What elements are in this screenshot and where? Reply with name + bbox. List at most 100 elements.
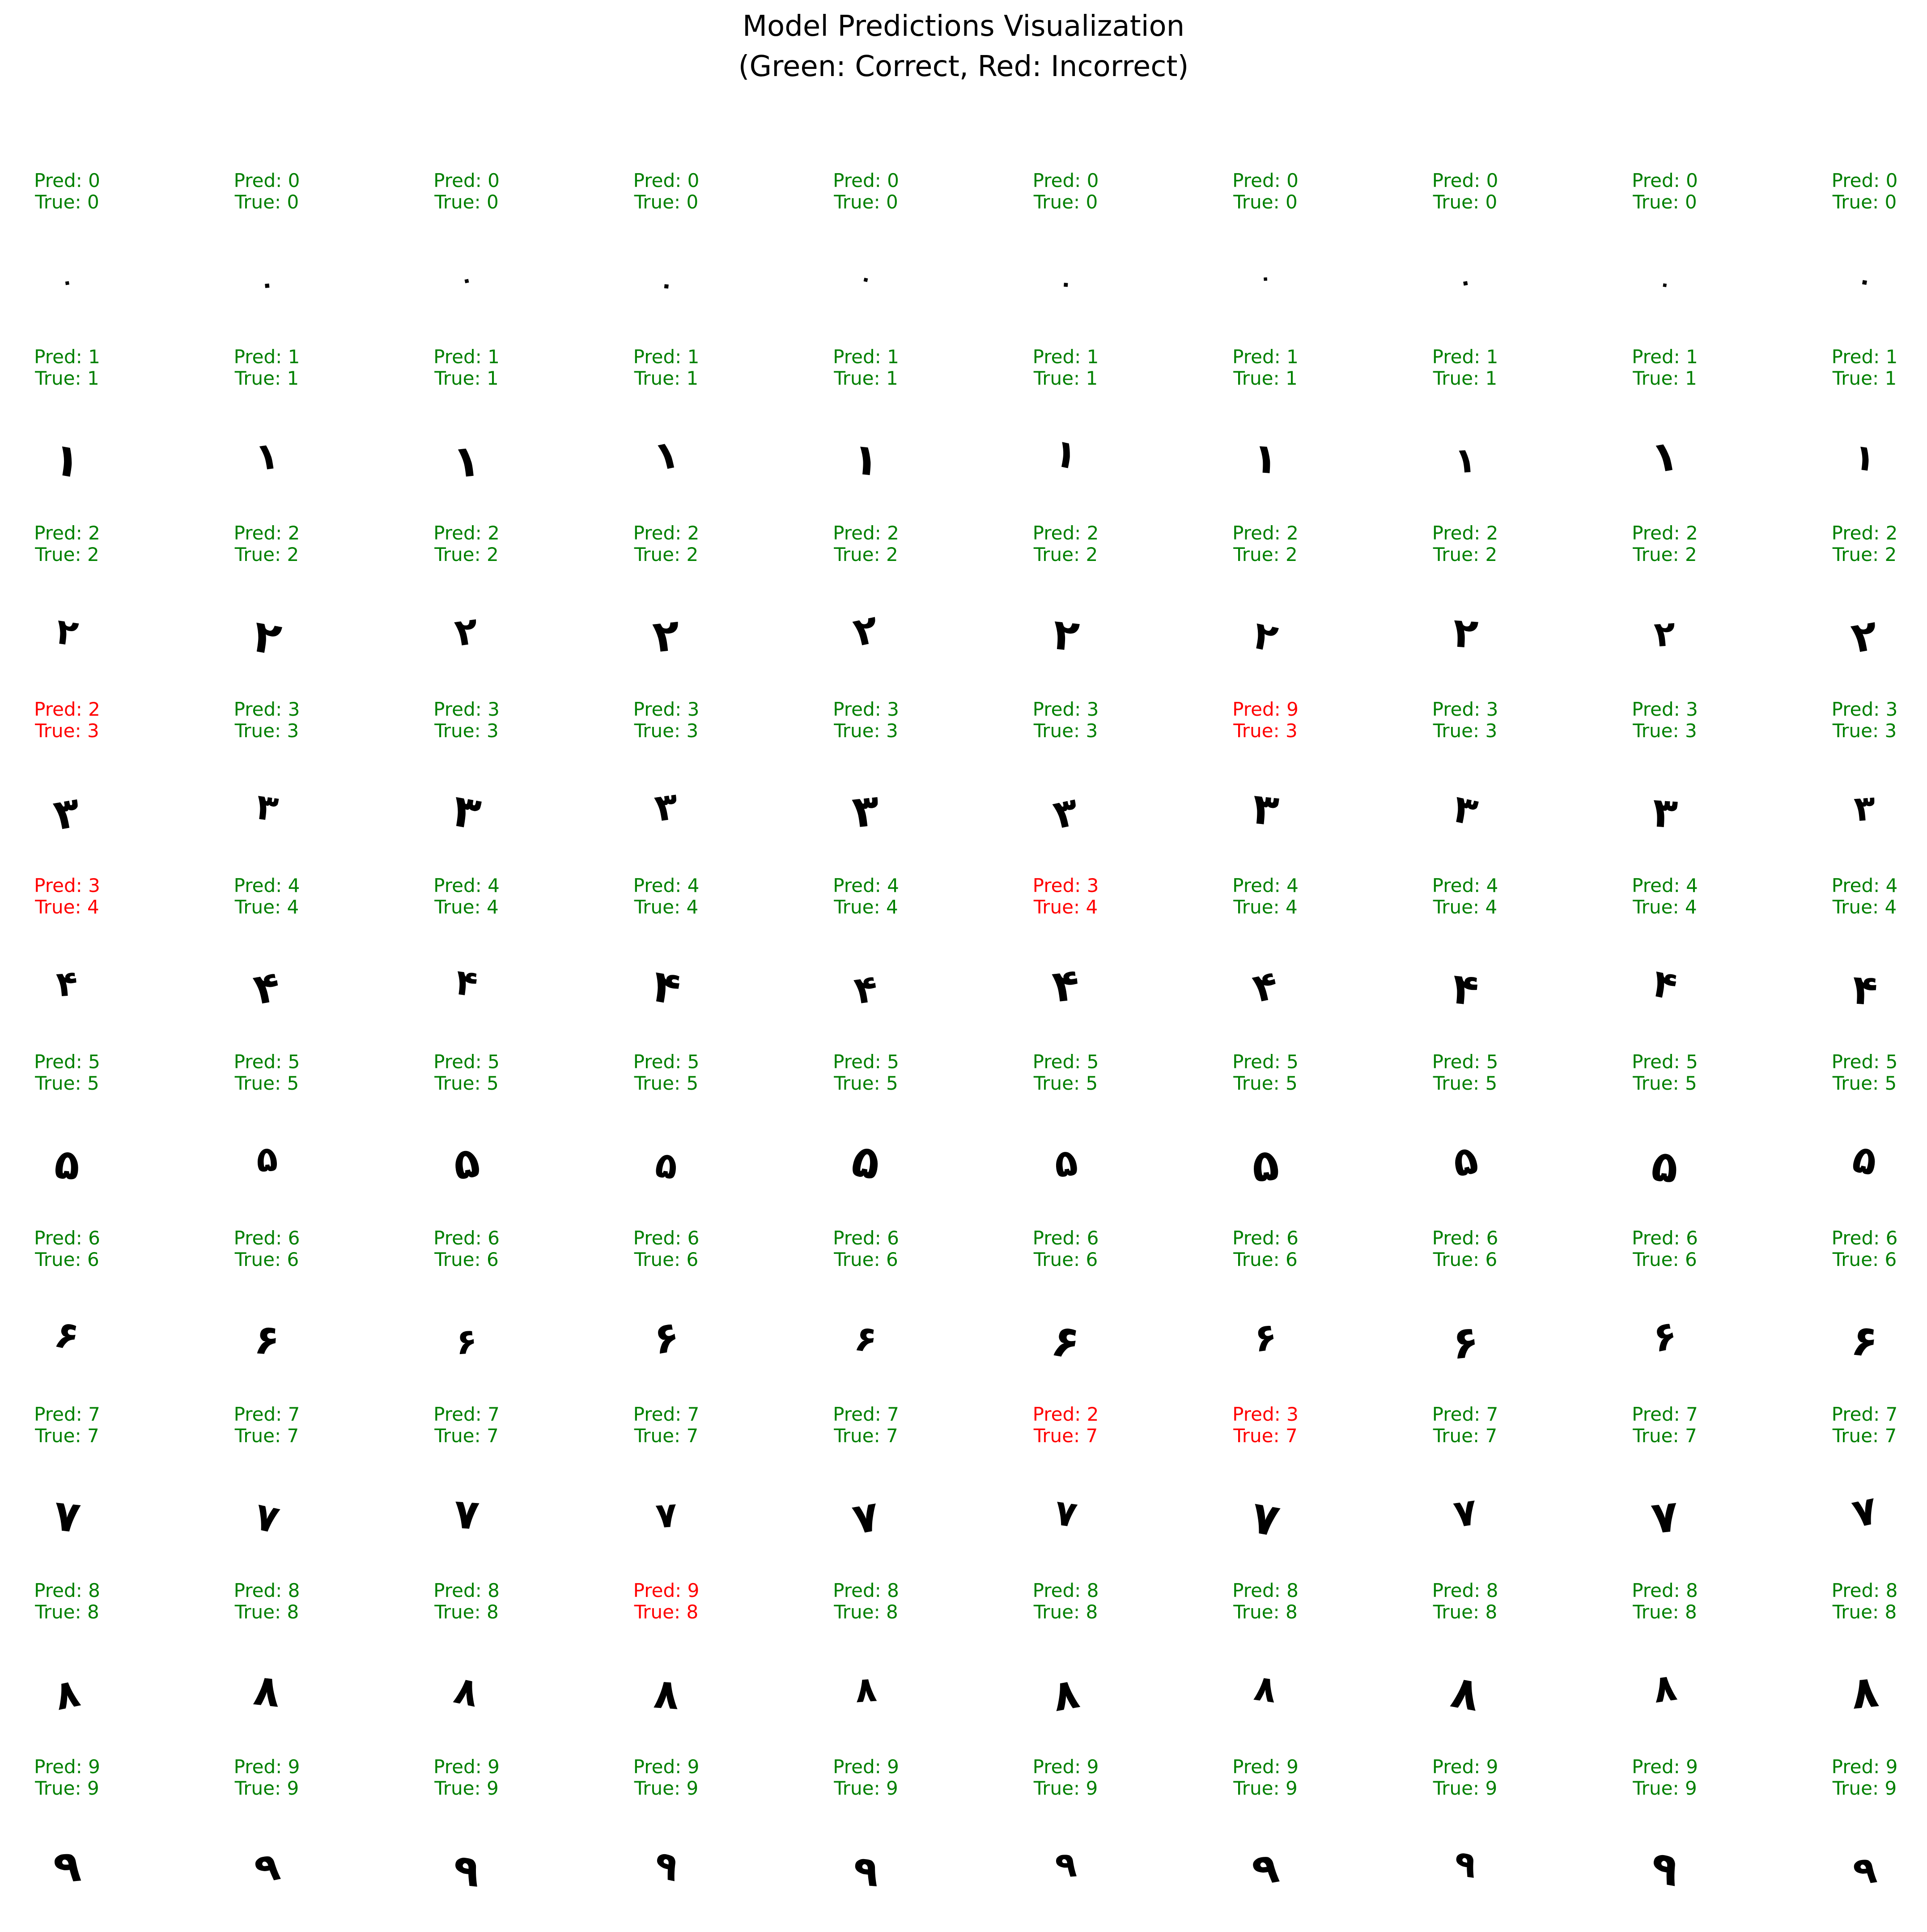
- pred-text: Pred: 2: [1166, 522, 1365, 544]
- handwritten-digit-image: ۶: [366, 1318, 567, 1367]
- true-text: True: 1: [567, 368, 766, 389]
- handwritten-digit-image: ٨: [1363, 1654, 1567, 1733]
- true-text: True: 7: [167, 1425, 367, 1447]
- true-text: True: 2: [0, 544, 167, 565]
- pred-text: Pred: 0: [167, 170, 367, 191]
- true-text: True: 0: [567, 191, 766, 213]
- pred-text: Pred: 6: [766, 1227, 966, 1249]
- pred-text: Pred: 4: [567, 875, 766, 896]
- handwritten-digit-image: ٠: [0, 258, 167, 306]
- true-text: True: 6: [1765, 1249, 1927, 1270]
- true-text: True: 2: [766, 544, 966, 565]
- pred-text: Pred: 4: [1565, 875, 1765, 896]
- pred-text: Pred: 2: [1366, 522, 1565, 544]
- handwritten-digit-image: ٠: [367, 249, 566, 311]
- handwritten-digit-image: ۴: [165, 951, 369, 1027]
- true-text: True: 6: [1565, 1249, 1765, 1270]
- pred-text: Pred: 8: [0, 1580, 167, 1601]
- pred-text: Pred: 7: [567, 1404, 766, 1425]
- handwritten-digit-image: ١: [1364, 437, 1566, 485]
- pred-text: Pred: 0: [766, 170, 966, 191]
- handwritten-digit-image: ٣: [1564, 786, 1766, 841]
- pred-text: Pred: 3: [167, 699, 367, 720]
- handwritten-digit-image: ٢: [165, 599, 369, 677]
- handwritten-digit-image: ۶: [565, 1300, 768, 1376]
- pred-text: Pred: 7: [766, 1404, 966, 1425]
- pred-text: Pred: 7: [1366, 1404, 1565, 1425]
- pred-text: Pred: 3: [567, 699, 766, 720]
- pred-text: Pred: 7: [1565, 1404, 1765, 1425]
- true-text: True: 8: [1366, 1601, 1565, 1623]
- handwritten-digit-image: ۴: [1364, 958, 1567, 1021]
- pred-text: Pred: 9: [567, 1756, 766, 1778]
- handwritten-digit-image: ۶: [0, 1296, 169, 1376]
- handwritten-digit-image: ٨: [1164, 1657, 1367, 1720]
- handwritten-digit-image: ٩: [1364, 1833, 1566, 1896]
- true-text: True: 6: [567, 1249, 766, 1270]
- pred-text: Pred: 3: [1565, 699, 1765, 720]
- true-text: True: 9: [1765, 1778, 1927, 1799]
- true-text: True: 6: [1166, 1249, 1365, 1270]
- pred-text: Pred: 0: [1166, 170, 1365, 191]
- pred-text: Pred: 9: [1166, 1756, 1365, 1778]
- true-text: True: 7: [0, 1425, 167, 1447]
- true-text: True: 1: [367, 368, 566, 389]
- true-text: True: 7: [367, 1425, 566, 1447]
- handwritten-digit-image: ٧: [165, 1479, 368, 1558]
- pred-text: Pred: 3: [367, 699, 566, 720]
- pred-text: Pred: 5: [1565, 1051, 1765, 1073]
- true-text: True: 9: [0, 1778, 167, 1799]
- handwritten-digit-image: ٣: [1764, 785, 1927, 833]
- true-text: True: 3: [0, 720, 167, 742]
- true-text: True: 7: [766, 1425, 966, 1447]
- pred-text: Pred: 0: [367, 170, 566, 191]
- handwritten-digit-image: ٧: [1364, 1480, 1566, 1545]
- pred-text: Pred: 0: [567, 170, 766, 191]
- true-text: True: 9: [766, 1778, 966, 1799]
- pred-text: Pred: 2: [1765, 522, 1927, 544]
- handwritten-digit-image: ۵: [1763, 1121, 1927, 1200]
- handwritten-digit-image: ٠: [166, 262, 367, 307]
- handwritten-digit-image: ۶: [1763, 1309, 1927, 1373]
- pred-text: Pred: 2: [1565, 522, 1765, 544]
- pred-text: Pred: 3: [966, 699, 1166, 720]
